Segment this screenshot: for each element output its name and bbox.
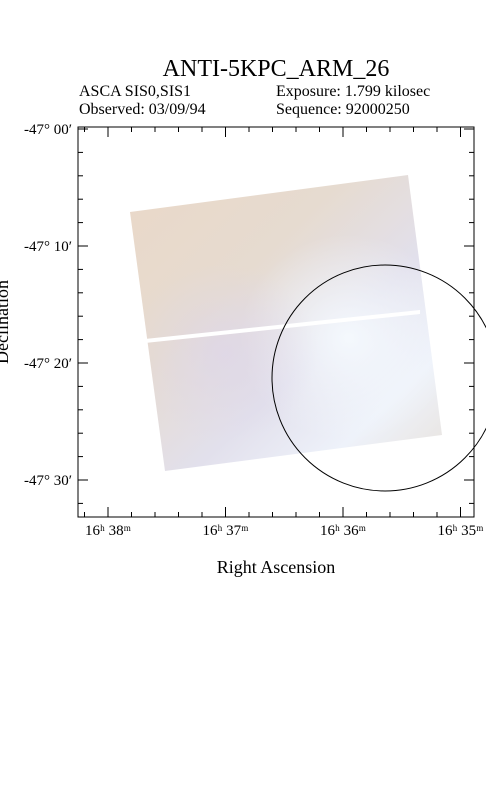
y-tick-label: -47° 20′	[24, 356, 72, 372]
x-tick-label: 16ʰ 37ᵐ	[203, 523, 250, 539]
sequence: Sequence: 92000250	[276, 101, 410, 118]
y-tick-label: -47° 30′	[24, 473, 72, 489]
region-circle	[271, 264, 486, 492]
exposure: Exposure: 1.799 kilosec	[276, 83, 430, 100]
ticks	[78, 127, 474, 517]
instrument: ASCA SIS0,SIS1	[79, 83, 191, 100]
y-tick-label: -47° 00′	[24, 122, 72, 138]
plot-frame	[77, 126, 475, 518]
x-axis-label: Right Ascension	[217, 557, 336, 577]
x-tick-label: 16ʰ 36ᵐ	[320, 523, 367, 539]
x-tick-label: 16ʰ 35ᵐ	[438, 523, 485, 539]
y-tick-label: -47° 10′	[24, 239, 72, 255]
sky-image	[130, 175, 442, 471]
y-axis-label: Declination	[0, 280, 12, 364]
title: ANTI-5KPC_ARM_26	[163, 56, 390, 82]
observed: Observed: 03/09/94	[79, 101, 206, 118]
x-tick-label: 16ʰ 38ᵐ	[85, 523, 132, 539]
